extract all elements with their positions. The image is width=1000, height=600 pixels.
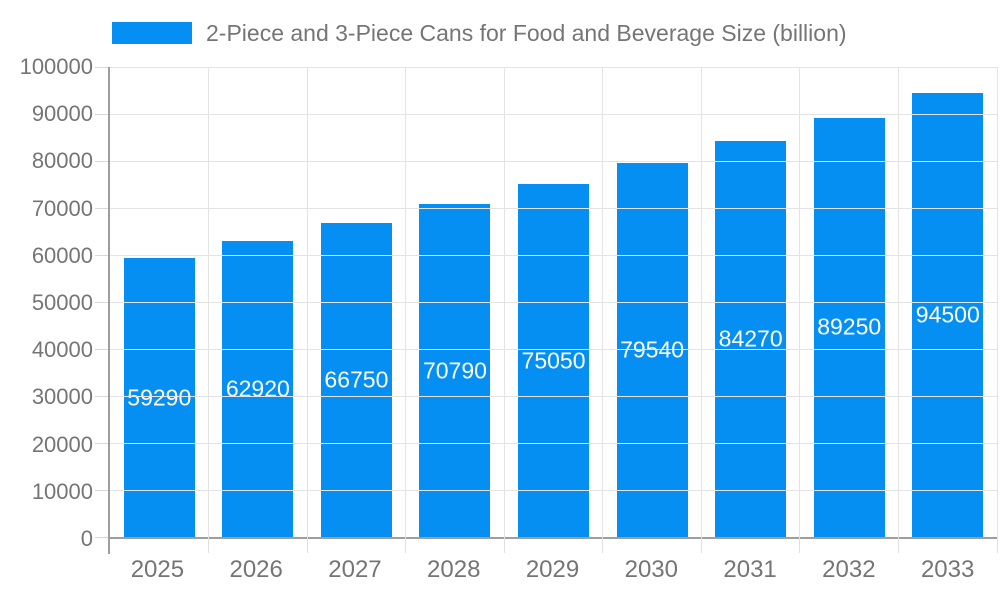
bar-value-label: 66750: [324, 366, 389, 393]
y-axis-tick-label: 70000: [31, 195, 93, 221]
bar-value-label: 84270: [718, 325, 783, 352]
bar-value-label: 94500: [915, 301, 980, 328]
bar-cell: 70790: [406, 67, 505, 537]
x-axis-tick-label: 2029: [525, 556, 580, 583]
x-axis-tick: [208, 537, 210, 553]
y-axis-tick: [95, 160, 108, 162]
x-axis-tick: [503, 537, 505, 553]
x-axis-tick: [996, 537, 998, 553]
gridline-vertical: [306, 67, 308, 537]
x-axis-tick-label: 2027: [328, 556, 382, 583]
y-axis-tick-label: 30000: [31, 384, 93, 410]
bar-2029[interactable]: 75050: [518, 184, 589, 537]
bar-cell: 62920: [209, 67, 308, 537]
x-axis-tick: [602, 537, 604, 553]
x-axis-tick: [306, 537, 308, 553]
plot-area: 59290 62920 66750 70790 75050 79540 84270 89250…: [95, 66, 998, 554]
y-axis-tick: [95, 395, 108, 397]
x-axis-tick-label: 2031: [723, 556, 777, 583]
x-axis-labels: 2025 2026 2027 2028 2029 2030 2031 2032 2033: [108, 556, 997, 584]
bar-value-label: 59290: [127, 384, 192, 411]
y-axis-tick-label: 40000: [31, 337, 93, 363]
x-axis-tick: [799, 537, 801, 553]
bar-value-label: 70790: [422, 357, 487, 384]
bar-2027[interactable]: 66750: [320, 223, 392, 537]
bar-2030[interactable]: 79540: [616, 163, 688, 537]
y-axis-tick-label: 60000: [31, 242, 93, 268]
gridline-horizontal: [110, 301, 997, 303]
bar-cell: 66750: [307, 67, 406, 537]
x-axis-tick: [897, 537, 899, 553]
gridline-vertical: [208, 67, 210, 537]
legend-label: 2-Piece and 3-Piece Cans for Food and Be…: [206, 19, 847, 46]
bar-cell: 59290: [110, 67, 209, 537]
bar-cell: 79540: [603, 67, 702, 537]
y-axis-tick-label: 20000: [31, 431, 93, 457]
gridline-horizontal: [110, 66, 997, 68]
bar-2026[interactable]: 62920: [222, 241, 294, 537]
bar-cell: 84270: [701, 67, 800, 537]
y-axis-tick-label: 80000: [31, 148, 93, 174]
gridline-horizontal: [110, 395, 997, 397]
x-axis-tick-label: 2033: [920, 556, 975, 583]
y-axis-tick-label: 50000: [31, 290, 93, 315]
y-axis-tick: [95, 254, 108, 256]
gridline-vertical: [996, 67, 998, 537]
gridline-vertical: [602, 67, 604, 537]
bar-value-label: 62920: [225, 375, 290, 402]
bar-2033[interactable]: 94500: [912, 92, 984, 537]
gridline-horizontal: [110, 160, 997, 162]
gridline-horizontal: [110, 348, 997, 350]
y-axis-tick-label: 100000: [19, 54, 93, 79]
bar-cell: 75050: [504, 67, 603, 537]
gridline-vertical: [405, 67, 407, 537]
bar-value-label: 89250: [817, 313, 882, 340]
gridline-horizontal: [110, 489, 997, 491]
bars-row: 59290 62920 66750 70790 75050 79540 84270 89250…: [110, 67, 997, 537]
y-axis-tick: [95, 113, 108, 115]
gridline-horizontal: [110, 442, 997, 444]
gridline-horizontal: [110, 254, 997, 256]
bar-value-label: 75050: [521, 347, 586, 374]
bar-2031[interactable]: 84270: [715, 140, 787, 537]
x-axis-tick: [700, 537, 702, 553]
legend-item[interactable]: 2-Piece and 3-Piece Cans for Food and Be…: [112, 20, 847, 46]
y-axis-labels: 0 10000 20000 30000 40000 50000 60000 70000 8000…: [0, 54, 93, 551]
y-axis-tick-label: 10000: [31, 478, 93, 504]
y-axis-tick: [95, 66, 108, 68]
bar-cell: 94500: [899, 67, 998, 537]
legend-swatch-icon: [112, 22, 192, 44]
y-axis-tick: [95, 442, 108, 444]
x-axis-tick: [405, 537, 407, 553]
x-axis-tick-label: 2032: [822, 556, 876, 583]
x-axis-tick-label: 2026: [229, 556, 283, 583]
bar-cell: 89250: [800, 67, 899, 537]
gridline-vertical: [503, 67, 505, 537]
x-axis-tick-label: 2025: [130, 556, 185, 583]
y-axis-tick: [95, 348, 108, 350]
y-axis-tick: [95, 536, 108, 538]
gridline-vertical: [897, 67, 899, 537]
bar-2032[interactable]: 89250: [813, 117, 885, 537]
gridline-horizontal: [110, 113, 997, 115]
y-axis-tick-label: 90000: [31, 101, 93, 127]
bar-2028[interactable]: 70790: [419, 204, 491, 537]
y-axis-tick: [95, 207, 108, 209]
gridline-vertical: [799, 67, 801, 537]
x-axis-tick-label: 2030: [624, 556, 678, 583]
bar-2025[interactable]: 59290: [123, 258, 195, 537]
gridline-horizontal: [110, 207, 997, 209]
y-axis-tick: [95, 301, 108, 303]
gridline-vertical: [700, 67, 702, 537]
y-axis-tick: [95, 489, 108, 491]
y-axis-line-extension: [108, 537, 110, 554]
bar-value-label: 79540: [620, 336, 685, 363]
y-axis-tick-label: 0: [80, 526, 93, 551]
x-axis-tick-label: 2028: [427, 556, 481, 583]
